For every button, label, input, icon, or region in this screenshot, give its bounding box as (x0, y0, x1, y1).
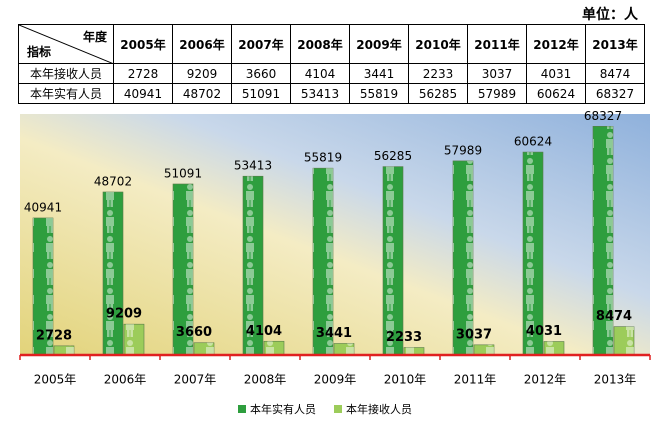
bar-icons (544, 341, 564, 355)
table-year: 2007年 (231, 24, 291, 64)
table-row: 本年实有人员 40941 48702 51091 53413 55819 56285 5798… (18, 83, 645, 104)
table-year: 2010年 (408, 24, 468, 64)
plot-background (20, 114, 650, 355)
x-tick-label: 2013年 (594, 373, 637, 387)
data-table: 年度 指标 2005年 2006年 2007年 2008年 2009年 2010年 2011… (18, 24, 645, 104)
table-cell: 8474 (585, 63, 645, 84)
data-label: 3037 (456, 327, 492, 342)
data-label: 68327 (584, 109, 622, 123)
table-cell: 51091 (231, 83, 291, 104)
data-label: 60624 (514, 135, 552, 149)
table-header-row: 年度 指标 2005年 2006年 2007年 2008年 2009年 2010年 2011… (18, 24, 645, 64)
table-cell: 68327 (585, 83, 645, 104)
table-cell: 9209 (172, 63, 232, 84)
bar-icons (474, 344, 494, 355)
data-label: 8474 (596, 309, 632, 324)
bar-icons (173, 183, 193, 355)
x-tick-label: 2011年 (454, 373, 497, 387)
x-tick-label: 2009年 (314, 373, 357, 387)
bar-icons (334, 343, 354, 355)
bar-icons (243, 176, 263, 355)
legend-swatch (334, 405, 342, 413)
data-label: 56285 (374, 149, 412, 163)
data-label: 4104 (246, 324, 282, 339)
bar-icons (523, 152, 543, 355)
data-label: 53413 (234, 159, 272, 173)
bar-icons (383, 166, 403, 355)
data-label: 48702 (94, 174, 132, 188)
bar-icons (593, 126, 613, 356)
table-cell: 2728 (113, 63, 173, 84)
table-cell: 60624 (526, 83, 586, 104)
legend-label: 本年接收人员 (346, 402, 412, 416)
x-tick-label: 2008年 (244, 373, 287, 387)
data-label: 3660 (176, 325, 212, 340)
row-header: 指标 (27, 45, 52, 59)
table-year: 2009年 (349, 24, 409, 64)
table-cell: 56285 (408, 83, 468, 104)
table-cell: 48702 (172, 83, 232, 104)
table-row: 本年接收人员 2728 9209 3660 4104 3441 2233 3037 4031 84… (18, 63, 645, 84)
diagonal-header: 年度 指标 (18, 24, 114, 64)
bar-icons (404, 347, 424, 355)
data-label: 40941 (24, 200, 62, 214)
x-tick-label: 2012年 (524, 373, 567, 387)
bar-icons (103, 191, 123, 355)
table-cell: 53413 (290, 83, 350, 104)
bar-icons (453, 160, 473, 355)
bar-icons (264, 341, 284, 355)
x-tick-label: 2007年 (174, 373, 217, 387)
legend-label: 本年实有人员 (250, 402, 316, 416)
table-row-label: 本年实有人员 (18, 83, 114, 104)
table-row-label: 本年接收人员 (18, 63, 114, 84)
table-cell: 57989 (467, 83, 527, 104)
table-cell: 55819 (349, 83, 409, 104)
table-year: 2006年 (172, 24, 232, 64)
table-cell: 3037 (467, 63, 527, 84)
bar-icons (614, 326, 634, 355)
data-label: 55819 (304, 151, 342, 165)
table-year: 2008年 (290, 24, 350, 64)
table-cell: 4104 (290, 63, 350, 84)
bar-icons (313, 168, 333, 355)
table-cell: 3441 (349, 63, 409, 84)
bar-icons (194, 342, 214, 355)
data-label: 2728 (36, 328, 72, 343)
table-cell: 3660 (231, 63, 291, 84)
legend-swatch (238, 405, 246, 413)
table-cell: 4031 (526, 63, 586, 84)
bar-icons (33, 217, 53, 355)
x-tick-label: 2006年 (104, 373, 147, 387)
table-year: 2011年 (467, 24, 527, 64)
bar-icons (54, 345, 74, 355)
data-label: 2233 (386, 330, 422, 345)
table-year: 2012年 (526, 24, 586, 64)
table-cell: 2233 (408, 63, 468, 84)
x-tick-label: 2005年 (34, 373, 77, 387)
table-year: 2013年 (585, 24, 645, 64)
table-year: 2005年 (113, 24, 173, 64)
data-label: 51091 (164, 166, 202, 180)
diagonal-line (19, 25, 114, 64)
unit-label: 单位：人 (582, 7, 638, 23)
column-header: 年度 (82, 30, 107, 44)
x-tick-label: 2010年 (384, 373, 427, 387)
data-label: 9209 (106, 307, 142, 322)
table-cell: 40941 (113, 83, 173, 104)
data-label: 57989 (444, 143, 482, 157)
data-label: 3441 (316, 326, 352, 341)
bar-icons (124, 324, 144, 355)
data-label: 4031 (526, 324, 562, 339)
